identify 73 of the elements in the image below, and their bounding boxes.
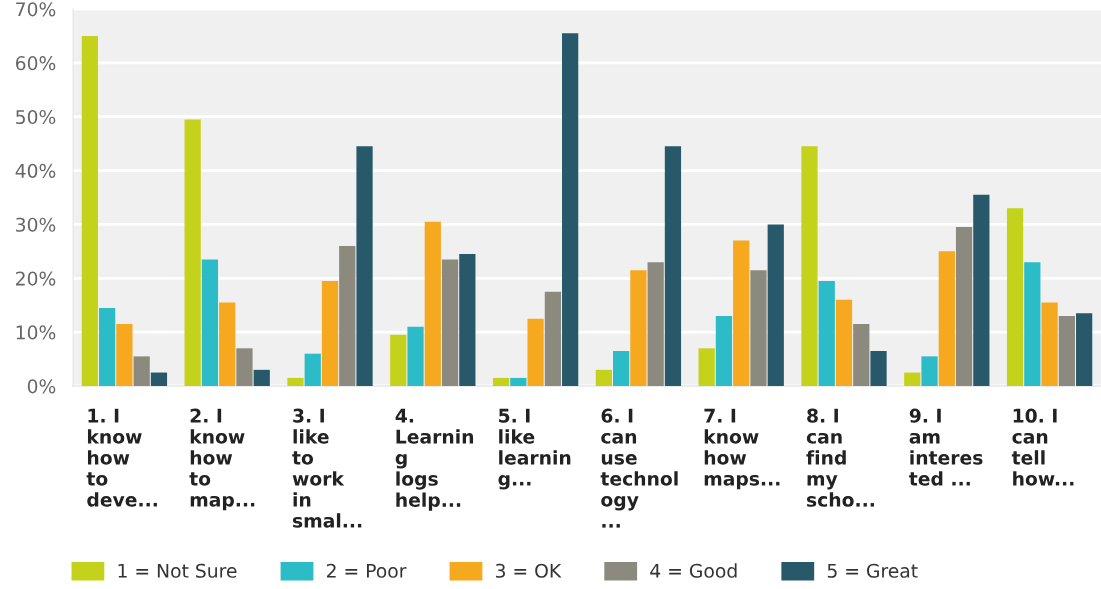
x-tick-label: 4. Learnin g logs help... — [395, 408, 474, 511]
bar — [339, 245, 356, 386]
legend-label: 2 = Poor — [326, 563, 407, 578]
bar — [492, 377, 510, 386]
y-tick-label: 50% — [16, 109, 56, 125]
bar — [236, 348, 253, 386]
x-tick-label: 7. I know how maps... — [704, 408, 780, 490]
bar — [1041, 302, 1058, 386]
bar — [818, 280, 835, 386]
bar — [527, 318, 544, 386]
bar — [715, 315, 733, 386]
bar — [1006, 208, 1024, 386]
legend-label: 1 = Not Sure — [118, 563, 237, 578]
x-tick-label: 5. I like learnin g... — [498, 408, 571, 490]
bar — [870, 350, 887, 386]
bar — [767, 224, 784, 386]
legend-label: 5 = Great — [827, 563, 918, 578]
bar — [459, 254, 476, 386]
bar — [835, 299, 853, 386]
y-tick-label: 60% — [15, 56, 56, 71]
x-tick-label: 1. I know how to deve... — [86, 408, 157, 507]
legend-label: 3 = OK — [496, 563, 562, 578]
bar — [973, 194, 990, 386]
bar — [184, 119, 201, 386]
bar — [630, 270, 647, 386]
bar — [424, 221, 441, 386]
bar — [150, 372, 168, 386]
bar — [698, 348, 715, 386]
bar — [253, 369, 270, 386]
bar — [99, 307, 116, 386]
bar — [441, 259, 459, 386]
bar — [116, 324, 133, 386]
bar — [219, 302, 236, 386]
bar — [390, 334, 407, 386]
bar — [647, 262, 664, 386]
bar — [133, 356, 150, 386]
x-tick-label: 10. I can tell how... — [1011, 408, 1074, 486]
bar — [955, 227, 973, 386]
bar — [595, 369, 612, 386]
y-tick-label: 40% — [15, 163, 56, 178]
y-tick-label: 10% — [16, 325, 56, 340]
bar — [1058, 315, 1075, 386]
bar — [81, 35, 98, 386]
bar — [1076, 313, 1093, 386]
bar — [853, 324, 870, 386]
y-tick-label: 30% — [16, 217, 56, 232]
bar — [510, 377, 527, 386]
bar — [904, 372, 921, 386]
y-tick-label: 0% — [27, 379, 56, 394]
bar — [750, 270, 767, 386]
x-tick-label: 8. I can find my scho... — [806, 408, 874, 507]
bar — [201, 259, 219, 386]
y-tick-label: 70% — [16, 2, 56, 17]
bar — [287, 377, 304, 386]
bar — [562, 33, 579, 386]
x-tick-label: 2. I know how to map... — [189, 408, 255, 511]
bar — [938, 251, 955, 386]
bar — [304, 353, 321, 386]
bar — [544, 291, 561, 386]
x-tick-label: 3. I like to work in smal... — [292, 408, 362, 528]
x-tick-label: 9. I am interes ted ... — [909, 408, 983, 486]
y-tick-label: 20% — [16, 271, 56, 286]
bar — [1024, 262, 1041, 386]
bar — [613, 350, 630, 386]
bar — [801, 146, 818, 386]
bar — [321, 280, 339, 386]
bar — [921, 356, 938, 386]
legend-label: 4 = Good — [650, 563, 737, 578]
bar — [733, 240, 750, 386]
bar — [356, 146, 373, 386]
bar — [664, 146, 682, 386]
bar — [407, 326, 424, 386]
x-tick-label: 6. I can use technol ogy ... — [600, 408, 678, 528]
